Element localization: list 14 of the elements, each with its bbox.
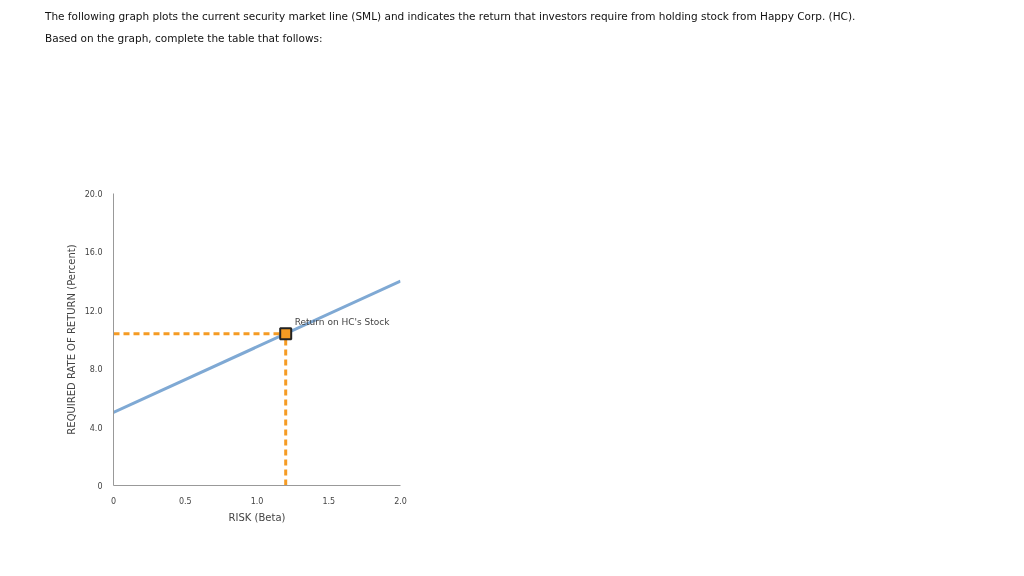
y-tick-label: 12.0	[84, 306, 103, 316]
x-tick-label: 1.0	[250, 496, 264, 506]
y-tick-label: 20.0	[84, 190, 103, 199]
x-tick-label: 2.0	[394, 496, 407, 506]
x-axis-title: RISK (Beta)	[228, 511, 286, 523]
y-axis-title: REQUIRED RATE OF RETURN (Percent)	[65, 244, 77, 435]
y-tick-label: 16.0	[84, 248, 103, 258]
y-tick-label: 0	[97, 482, 103, 491]
x-tick-label: 1.5	[322, 496, 336, 506]
y-tick-label: 4.0	[89, 423, 103, 433]
y-tick-label: 8.0	[89, 365, 103, 375]
x-tick-label: 0	[110, 496, 117, 506]
text: The following graph plots the current security market line (SML) and indicates the return that investors require from holding stock from Happy Corp. (HC). Based on the graph, complete the table that follows:	[45, 9, 857, 46]
x-tick-label: 0.5	[178, 496, 192, 506]
